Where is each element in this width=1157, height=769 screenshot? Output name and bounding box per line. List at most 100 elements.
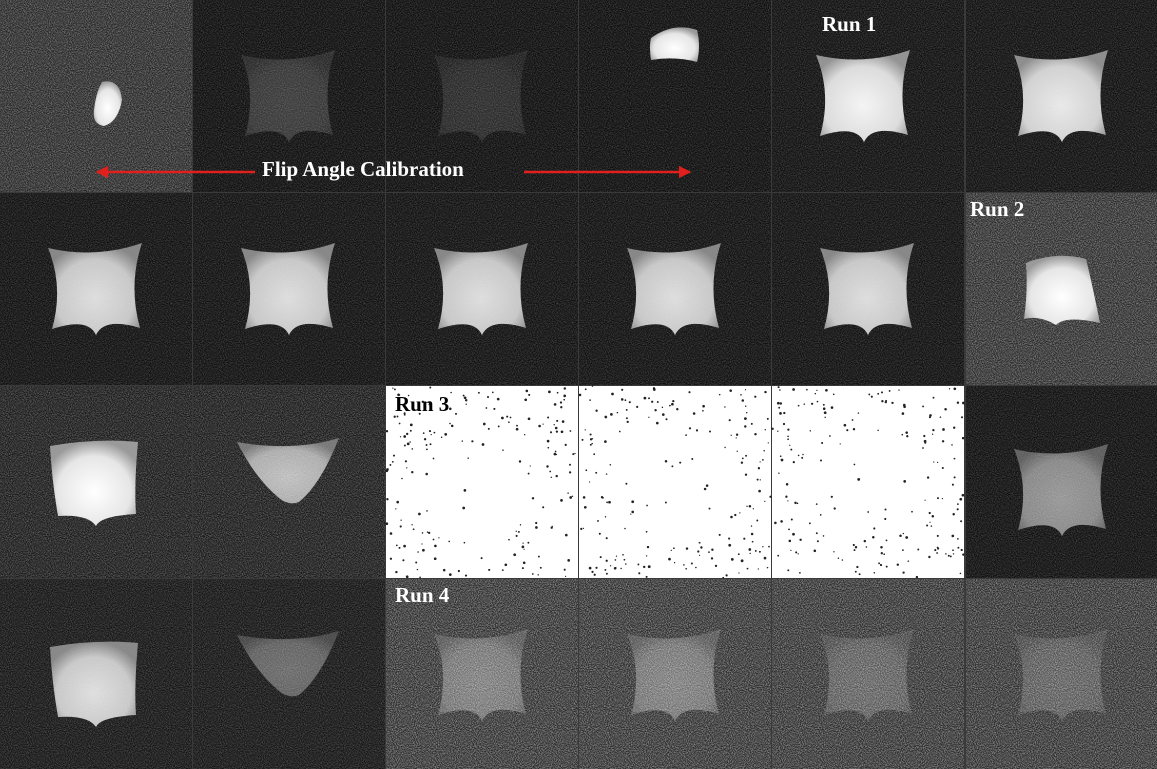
noise-dot bbox=[799, 539, 801, 541]
noise-dot bbox=[857, 478, 860, 481]
noise-dot bbox=[487, 396, 489, 398]
noise-dot bbox=[462, 507, 465, 510]
noise-dot bbox=[745, 455, 747, 457]
noise-dot bbox=[572, 453, 574, 455]
noise-dot bbox=[953, 553, 954, 554]
noise-dot bbox=[709, 508, 711, 510]
noise-dot bbox=[418, 513, 421, 516]
noise-dot bbox=[881, 391, 883, 393]
noise-dot bbox=[840, 443, 841, 444]
noise-dot bbox=[817, 540, 819, 542]
noise-dot bbox=[932, 515, 935, 518]
noise-dot bbox=[702, 405, 705, 408]
noise-dot bbox=[611, 393, 614, 396]
noise-dot bbox=[590, 433, 592, 435]
noise-dot bbox=[933, 461, 934, 462]
noise-dot bbox=[785, 496, 787, 498]
noise-dot bbox=[903, 533, 904, 534]
noise-dot bbox=[583, 496, 586, 499]
noise-dot bbox=[688, 391, 690, 393]
noise-dot bbox=[569, 496, 572, 499]
noise-dot bbox=[931, 525, 932, 526]
noise-dot bbox=[781, 459, 784, 462]
noise-dot bbox=[563, 395, 566, 398]
noise-dot bbox=[683, 564, 685, 566]
noise-dot bbox=[395, 571, 397, 573]
noise-dot bbox=[954, 476, 956, 478]
noise-dot bbox=[934, 549, 936, 551]
noise-dot bbox=[486, 407, 488, 409]
noise-dot bbox=[751, 423, 753, 425]
noise-dot bbox=[926, 524, 928, 526]
noise-dot bbox=[565, 534, 568, 537]
noise-dot bbox=[953, 387, 956, 390]
noise-dot bbox=[449, 573, 452, 576]
noise-dot bbox=[789, 445, 790, 446]
noise-dot bbox=[745, 405, 746, 406]
noise-dot bbox=[740, 394, 742, 396]
noise-dot bbox=[724, 447, 725, 448]
noise-dot bbox=[397, 416, 399, 418]
noise-dot bbox=[608, 501, 611, 504]
noise-dot bbox=[792, 533, 795, 536]
noise-dot bbox=[942, 440, 944, 442]
noise-dot bbox=[957, 503, 959, 505]
noise-dot bbox=[823, 407, 826, 410]
noise-dot bbox=[922, 447, 924, 449]
noise-dot bbox=[385, 522, 388, 525]
noise-dot bbox=[406, 467, 407, 468]
noise-dot bbox=[731, 558, 734, 561]
noise-dot bbox=[951, 444, 953, 446]
noise-dot bbox=[620, 568, 621, 569]
noise-dot bbox=[417, 551, 419, 553]
noise-dot bbox=[554, 403, 557, 406]
noise-dot bbox=[542, 506, 544, 508]
noise-dot bbox=[868, 393, 870, 395]
noise-dot bbox=[899, 534, 902, 537]
noise-dot bbox=[564, 387, 566, 389]
noise-dot bbox=[949, 388, 950, 389]
noise-dot bbox=[464, 542, 466, 544]
noise-dot bbox=[403, 435, 406, 438]
noise-dot bbox=[464, 396, 467, 399]
noise-dot bbox=[410, 424, 413, 427]
noise-dot bbox=[565, 576, 566, 577]
noise-dot bbox=[395, 508, 396, 509]
noise-dot bbox=[905, 431, 908, 434]
noise-dot bbox=[585, 388, 587, 390]
noise-dot bbox=[665, 418, 667, 420]
noise-dot bbox=[651, 401, 653, 403]
noise-dot bbox=[438, 537, 439, 538]
noise-dot bbox=[903, 480, 906, 483]
noise-dot bbox=[522, 567, 524, 569]
noise-dot bbox=[648, 397, 650, 399]
image-tile bbox=[966, 579, 1157, 769]
noise-dot bbox=[676, 408, 678, 410]
noise-dot bbox=[767, 418, 769, 420]
noise-dot bbox=[466, 404, 467, 405]
noise-dot bbox=[799, 572, 801, 574]
noise-dot bbox=[406, 575, 409, 578]
noise-dot bbox=[422, 532, 424, 534]
noise-dot bbox=[411, 448, 413, 450]
noise-dot bbox=[396, 545, 398, 547]
noise-dot bbox=[738, 572, 739, 573]
noise-dot bbox=[617, 412, 619, 414]
tissue-shape bbox=[1014, 629, 1108, 721]
noise-dot bbox=[754, 433, 756, 435]
image-tile bbox=[0, 0, 192, 192]
noise-dot bbox=[563, 399, 565, 401]
noise-dot bbox=[829, 435, 831, 437]
noise-dot bbox=[429, 430, 431, 432]
noise-dot bbox=[917, 549, 919, 551]
noise-dot bbox=[585, 429, 586, 430]
image-tile bbox=[579, 385, 772, 579]
noise-dot bbox=[877, 430, 878, 431]
noise-dot bbox=[610, 413, 613, 416]
noise-dot bbox=[783, 423, 785, 425]
noise-dot bbox=[908, 560, 910, 562]
noise-dot bbox=[637, 563, 639, 565]
noise-dot bbox=[698, 542, 699, 543]
noise-dot bbox=[757, 479, 759, 481]
noise-dot bbox=[535, 522, 537, 524]
